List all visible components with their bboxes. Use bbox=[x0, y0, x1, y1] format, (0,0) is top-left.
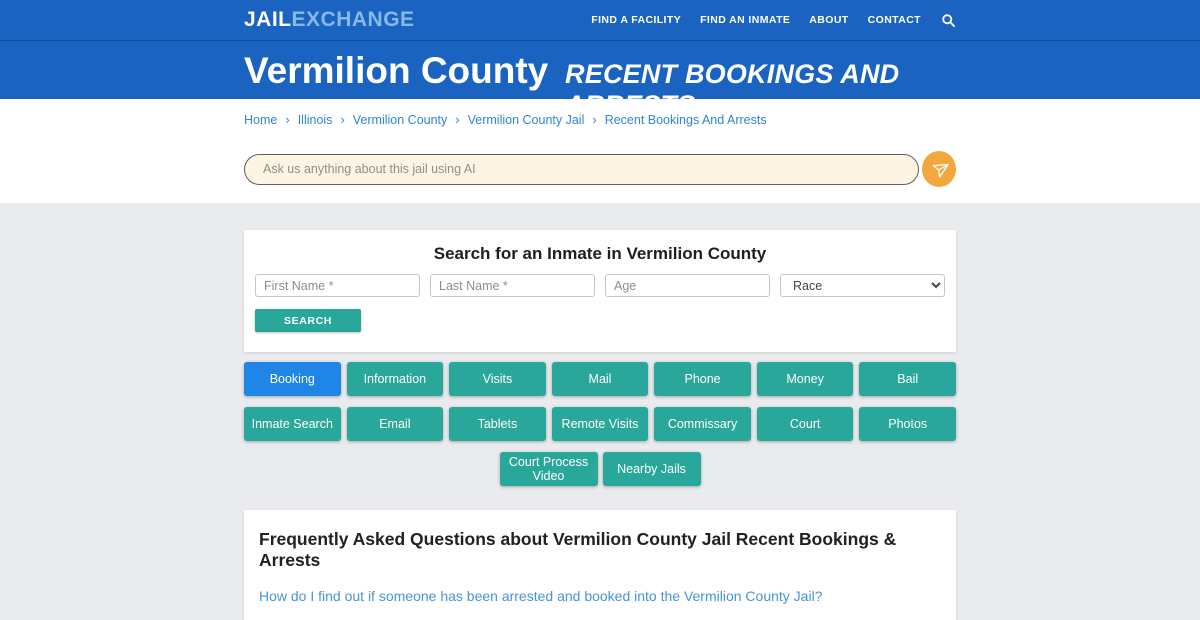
page-subtitle: RECENT BOOKINGS AND ARRESTS bbox=[565, 59, 900, 120]
quick-link-information[interactable]: Information bbox=[346, 362, 444, 396]
quick-link-booking[interactable]: Booking bbox=[244, 362, 341, 396]
quick-link-mail[interactable]: Mail bbox=[551, 362, 649, 396]
quick-link-bail[interactable]: Bail bbox=[859, 362, 956, 396]
first-name-field[interactable] bbox=[255, 274, 420, 297]
chevron-right-icon: › bbox=[340, 111, 345, 127]
breadcrumb-illinois[interactable]: Illinois bbox=[297, 113, 333, 127]
paper-plane-icon bbox=[931, 161, 949, 178]
breadcrumb-current-page[interactable]: Recent Bookings And Arrests bbox=[604, 113, 767, 127]
inmate-search-title: Search for an Inmate in Vermilion County bbox=[433, 244, 767, 263]
page-header-band: Vermilion County Jail RECENT BOOKINGS AN… bbox=[0, 40, 1200, 135]
search-icon[interactable] bbox=[940, 12, 956, 28]
faq-item: What happens during booking in Vermilion… bbox=[259, 618, 941, 620]
quick-link-phone[interactable]: Phone bbox=[654, 362, 751, 396]
age-field[interactable] bbox=[605, 274, 770, 297]
ai-search-input[interactable] bbox=[244, 153, 919, 185]
ai-send-button[interactable] bbox=[922, 151, 956, 187]
quick-links-row-3: Court Process Video Nearby Jails bbox=[244, 452, 956, 486]
faq-item: How do I find out if someone has been ar… bbox=[259, 588, 941, 606]
breadcrumb-search-strip: Home › Illinois › Vermilion County › Ver… bbox=[0, 99, 1200, 203]
chevron-right-icon: › bbox=[285, 111, 290, 127]
quick-link-inmate-search[interactable]: Inmate Search bbox=[244, 407, 341, 441]
quick-link-court-process-video[interactable]: Court Process Video bbox=[499, 452, 598, 486]
chevron-right-icon: › bbox=[592, 111, 597, 127]
quick-link-money[interactable]: Money bbox=[756, 362, 854, 396]
quick-links-row-2: Inmate Search Email Tablets Remote Visit… bbox=[244, 407, 956, 441]
quick-link-commissary[interactable]: Commissary bbox=[654, 407, 751, 441]
quick-link-remote-visits[interactable]: Remote Visits bbox=[551, 407, 649, 441]
breadcrumb: Home › Illinois › Vermilion County › Ver… bbox=[244, 111, 956, 128]
logo-exchange-text: EXCHANGE bbox=[291, 8, 415, 31]
nav-contact[interactable]: CONTACT bbox=[867, 14, 921, 26]
quick-links-grid: Booking Information Visits Mail Phone Mo… bbox=[244, 362, 956, 486]
logo-jail-text: JAIL bbox=[244, 8, 292, 31]
quick-link-email[interactable]: Email bbox=[346, 407, 444, 441]
inmate-search-card: Search for an Inmate in Vermilion County… bbox=[244, 230, 956, 352]
race-select[interactable]: Race bbox=[780, 274, 945, 297]
quick-link-visits[interactable]: Visits bbox=[449, 362, 546, 396]
chevron-right-icon: › bbox=[455, 111, 460, 127]
last-name-field[interactable] bbox=[430, 274, 595, 297]
ai-search-bar bbox=[244, 151, 956, 187]
quick-links-row-1: Booking Information Visits Mail Phone Mo… bbox=[244, 362, 956, 396]
faq-title: Frequently Asked Questions about Vermili… bbox=[259, 529, 897, 570]
faq-list: How do I find out if someone has been ar… bbox=[259, 588, 941, 620]
inmate-search-fields: Race bbox=[255, 274, 945, 297]
nav-find-a-facility[interactable]: FIND A FACILITY bbox=[591, 14, 682, 26]
breadcrumb-home[interactable]: Home bbox=[244, 113, 278, 127]
quick-link-court[interactable]: Court bbox=[756, 407, 854, 441]
breadcrumb-vermilion-county[interactable]: Vermilion County bbox=[352, 113, 448, 127]
quick-link-nearby-jails[interactable]: Nearby Jails bbox=[602, 452, 701, 486]
faq-card: Frequently Asked Questions about Vermili… bbox=[244, 510, 956, 620]
breadcrumb-vermilion-county-jail[interactable]: Vermilion County Jail bbox=[467, 113, 585, 127]
nav-about[interactable]: ABOUT bbox=[809, 14, 849, 26]
quick-link-photos[interactable]: Photos bbox=[859, 407, 956, 441]
main-content: Search for an Inmate in Vermilion County… bbox=[0, 203, 1200, 620]
search-button[interactable]: SEARCH bbox=[255, 309, 361, 332]
primary-nav: FIND A FACILITY FIND AN INMATE ABOUT CON… bbox=[591, 12, 956, 28]
nav-find-an-inmate[interactable]: FIND AN INMATE bbox=[700, 14, 791, 26]
top-navbar: JAIL EXCHANGE FIND A FACILITY FIND AN INM… bbox=[0, 0, 1200, 40]
quick-link-tablets[interactable]: Tablets bbox=[449, 407, 546, 441]
faq-question-arrested-booked[interactable]: How do I find out if someone has been ar… bbox=[259, 588, 823, 604]
jailexchange-logo[interactable]: JAIL EXCHANGE bbox=[244, 8, 415, 32]
page-title: Vermilion County Jail bbox=[244, 50, 549, 136]
faq-question-booking-process[interactable]: What happens during booking in Vermilion… bbox=[259, 618, 577, 620]
